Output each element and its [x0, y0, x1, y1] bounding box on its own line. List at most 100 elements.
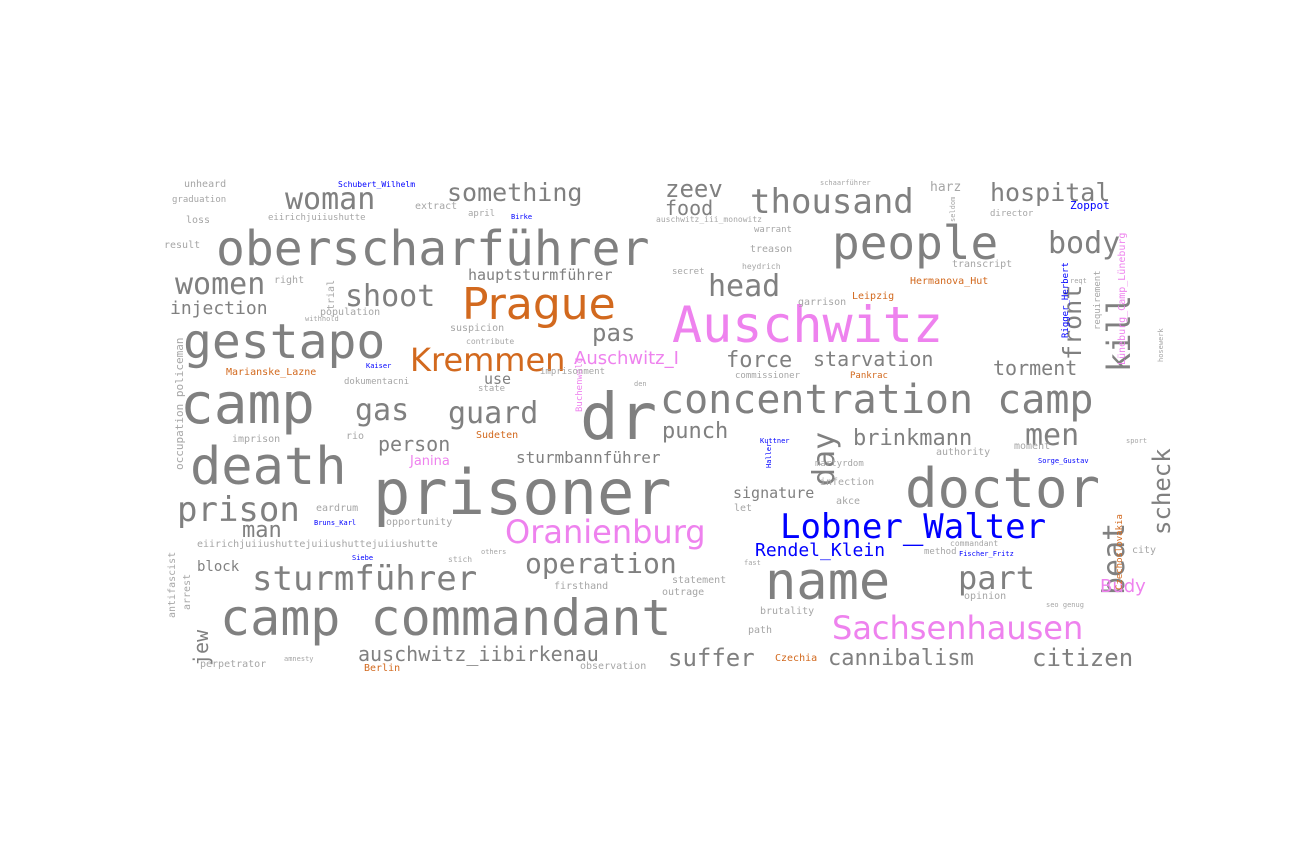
- word: requirement: [1093, 270, 1103, 330]
- word: seo genug: [1046, 601, 1084, 609]
- word: prison: [177, 490, 300, 530]
- word: guard: [448, 396, 539, 431]
- word: women: [175, 267, 266, 302]
- word: sport: [1126, 437, 1148, 445]
- word: reqt: [1070, 277, 1087, 285]
- word: Marianske_Lazne: [226, 367, 317, 378]
- word: auschwitz_iii_monowitz: [656, 215, 762, 224]
- word: unheard: [184, 179, 227, 190]
- word: Siebe: [352, 554, 374, 562]
- word: force: [726, 348, 793, 373]
- word: man: [242, 518, 282, 543]
- word: operation: [525, 547, 677, 580]
- word: path: [748, 625, 773, 636]
- word: Auschwitz: [672, 296, 943, 354]
- word: zeev: [665, 175, 723, 203]
- word: graduation: [172, 195, 227, 205]
- word: cannibalism: [828, 646, 974, 671]
- word: occupation policeman: [173, 337, 186, 470]
- word: torment: [993, 356, 1078, 380]
- word: Kuttner: [760, 437, 790, 445]
- word: trial: [326, 279, 337, 310]
- word: shoot: [345, 279, 436, 314]
- word: imprisonment: [540, 367, 606, 377]
- word: sturmführer: [252, 559, 478, 599]
- word: person: [378, 432, 451, 456]
- word: doctor: [905, 457, 1101, 520]
- word: concentration camp: [660, 377, 1094, 423]
- word: sturmbannführer: [516, 448, 661, 467]
- word: city: [1132, 545, 1157, 556]
- word: Janina: [410, 454, 450, 469]
- word: authority: [936, 447, 991, 458]
- word: Sorge_Gustav: [1038, 457, 1089, 465]
- word: thousand: [750, 182, 914, 222]
- word: dokumentacni: [344, 377, 410, 387]
- word: Birke: [511, 213, 533, 221]
- word: eiirichjuiiushuttejuiiushuttejuiiushutte: [197, 539, 438, 550]
- word: dr: [580, 381, 658, 455]
- word: warrant: [754, 225, 792, 235]
- word: transcript: [952, 259, 1013, 270]
- word: statement: [672, 575, 727, 586]
- word: eardrum: [316, 503, 359, 514]
- word: let: [734, 503, 753, 514]
- word: heydrich: [742, 262, 781, 271]
- word: brutality: [760, 606, 815, 617]
- word: perpetrator: [200, 659, 267, 670]
- word: Lobner_Walter: [780, 507, 1047, 547]
- word: scheck: [1148, 448, 1176, 535]
- word: something: [447, 178, 583, 207]
- word: punch: [662, 419, 729, 444]
- word: citizen: [1032, 644, 1134, 672]
- word: method: [924, 547, 957, 557]
- word: hosewerk: [1157, 328, 1165, 362]
- word: withhold: [305, 315, 339, 323]
- word: hospital: [990, 178, 1111, 207]
- word: eiirichjuiiushutte: [268, 213, 366, 223]
- word: Berlin: [364, 663, 401, 674]
- word: pas: [592, 319, 636, 347]
- word: Budy: [1100, 576, 1146, 597]
- word: Oranienburg: [505, 513, 706, 551]
- word: contribute: [466, 337, 515, 346]
- word: treason: [750, 244, 793, 255]
- word: Czechoslovakia: [1115, 514, 1125, 590]
- word: secret: [672, 267, 705, 277]
- word: auschwitz_iibirkenau: [358, 642, 599, 666]
- word: suspicion: [450, 323, 505, 334]
- word: woman: [285, 182, 376, 217]
- word: oberscharführer: [216, 221, 650, 277]
- word: loss: [186, 215, 211, 226]
- word: camp commandant: [220, 589, 672, 647]
- word: food: [665, 196, 714, 220]
- word: use: [484, 370, 512, 388]
- word: Leipzig: [852, 291, 895, 302]
- word: firsthand: [554, 581, 609, 592]
- word: Fischer_Fritz: [959, 550, 1014, 558]
- word: akce: [836, 496, 861, 507]
- word: men: [1025, 418, 1080, 453]
- word: others: [481, 548, 507, 556]
- word: injection: [170, 298, 268, 319]
- word: Rigger_Herbert: [1061, 262, 1071, 338]
- word: name: [765, 552, 891, 612]
- word: population: [320, 307, 381, 318]
- word: result: [164, 240, 201, 251]
- word: fast: [744, 559, 761, 567]
- word: outrage: [662, 587, 705, 598]
- word: Sudeten: [476, 430, 519, 441]
- word: Kaiser: [366, 362, 392, 370]
- word: harz: [930, 180, 962, 195]
- word: april: [468, 209, 496, 219]
- word: Haller: [765, 442, 773, 468]
- word: Buchenwald: [575, 357, 585, 412]
- word: seldom: [949, 196, 957, 222]
- word: commissioner: [735, 371, 801, 381]
- word: Hermanova_Hut: [910, 276, 989, 287]
- word: Prague: [462, 279, 616, 330]
- word: martyrdom: [815, 459, 864, 469]
- word: garrison: [798, 297, 847, 308]
- word: arrest: [182, 573, 193, 610]
